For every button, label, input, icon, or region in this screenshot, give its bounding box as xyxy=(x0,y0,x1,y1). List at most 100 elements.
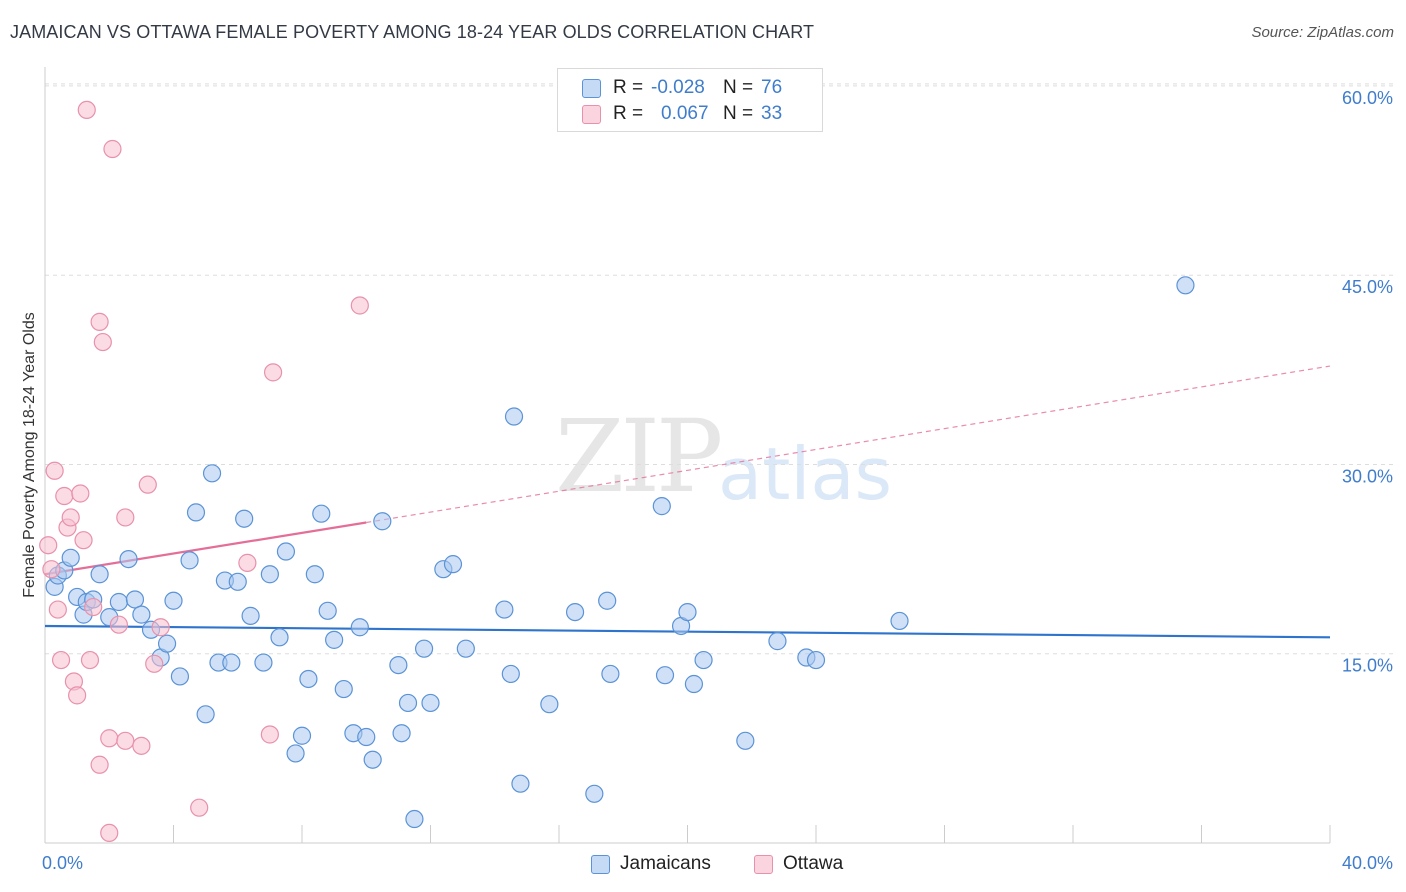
ottawa-point xyxy=(39,536,58,555)
ottawa-point xyxy=(350,296,369,315)
ottawa-point xyxy=(100,823,119,843)
ottawa-point xyxy=(61,508,80,527)
jamaicans-point xyxy=(768,632,787,651)
jamaicans-swatch-icon xyxy=(582,78,601,98)
legend-label-jamaicans: Jamaicans xyxy=(620,853,711,874)
jamaicans-point xyxy=(235,509,254,528)
legend-row-ottawa: R = 0.067 N = 33 xyxy=(582,103,782,125)
ottawa-swatch-icon xyxy=(582,104,601,124)
jamaicans-point xyxy=(357,727,376,747)
y-tick-label: 45.0% xyxy=(1342,277,1393,297)
jamaicans-point xyxy=(421,693,440,713)
jamaicans-point xyxy=(312,504,331,523)
ottawa-point xyxy=(45,461,64,480)
ottawa-point xyxy=(42,560,61,579)
legend-row-jamaicans: R = -0.028 N = 76 xyxy=(582,77,782,99)
jamaicans-point xyxy=(292,726,312,745)
jamaicans-point xyxy=(241,606,260,625)
jamaicans-point xyxy=(504,407,524,426)
ottawa-point xyxy=(109,615,128,634)
n-value: 76 xyxy=(761,77,783,98)
jamaicans-point xyxy=(890,611,909,631)
r-label: R = xyxy=(613,103,644,124)
jamaicans-point xyxy=(443,555,463,574)
ottawa-point xyxy=(100,729,119,748)
jamaicans-point xyxy=(228,572,247,591)
ottawa-point xyxy=(77,100,96,120)
legend-item-ottawa[interactable]: Ottawa xyxy=(754,852,843,876)
watermark-zip: ZIP xyxy=(555,398,723,515)
jamaicans-point xyxy=(806,650,826,670)
legend-item-jamaicans[interactable]: Jamaicans xyxy=(591,852,711,876)
ottawa-point xyxy=(263,363,283,382)
jamaicans-point xyxy=(414,639,434,658)
jamaicans-point xyxy=(125,590,145,609)
jamaicans-point xyxy=(350,618,369,637)
jamaicans-point xyxy=(202,464,222,483)
jamaicans-point xyxy=(170,667,190,686)
jamaicans-point xyxy=(276,542,296,561)
jamaicans-point xyxy=(585,784,604,803)
ottawa-point xyxy=(93,332,112,352)
legend-label-ottawa: Ottawa xyxy=(783,853,844,874)
n-value: 33 xyxy=(761,103,783,124)
axes xyxy=(44,67,1331,844)
n-label: N = xyxy=(723,77,754,98)
jamaicans-point xyxy=(109,592,128,612)
jamaicans-point xyxy=(119,549,138,569)
jamaicans-point xyxy=(389,655,408,675)
ottawa-point xyxy=(71,484,90,503)
ottawa-point xyxy=(51,650,71,670)
jamaicans-point xyxy=(318,601,337,620)
jamaicans-point xyxy=(598,591,617,610)
tick-labels: 15.0% 30.0% 45.0% 60.0% 0.0% 40.0% xyxy=(42,88,1393,873)
jamaicans-point xyxy=(270,628,289,647)
jamaicans-point xyxy=(511,774,530,793)
jamaicans-point xyxy=(601,664,620,684)
jamaicans-point xyxy=(157,634,177,653)
jamaicans-point xyxy=(363,750,382,769)
jamaicans-point xyxy=(456,639,475,658)
ottawa-point xyxy=(145,654,164,673)
jamaicans-point xyxy=(180,551,199,570)
jamaicans-point xyxy=(398,693,418,713)
jamaicans-point xyxy=(373,512,392,531)
jamaicans-point xyxy=(694,650,713,670)
ottawa-point xyxy=(151,618,170,637)
x-tick-label: 0.0% xyxy=(42,853,83,873)
jamaicans-point xyxy=(736,731,755,750)
ottawa-point xyxy=(74,531,93,550)
ottawa-point xyxy=(68,686,87,705)
ottawa-point xyxy=(90,312,109,331)
ottawa-point xyxy=(132,736,151,755)
x-tick-label: 40.0% xyxy=(1342,853,1393,873)
jamaicans-point xyxy=(286,744,305,763)
jamaicans-point xyxy=(334,679,353,699)
ottawa-point xyxy=(138,475,157,494)
jamaicans-point xyxy=(299,669,318,689)
r-value: -0.028 xyxy=(651,77,705,98)
r-value: 0.067 xyxy=(661,103,709,124)
jamaicans-point xyxy=(678,602,697,622)
ottawa-point xyxy=(116,508,135,527)
ottawa-swatch-icon xyxy=(754,854,773,874)
n-label: N = xyxy=(723,103,754,124)
jamaicans-point xyxy=(132,605,151,624)
jamaicans-point xyxy=(61,548,80,567)
ottawa-point xyxy=(260,725,279,744)
jamaicans-point xyxy=(684,674,704,694)
data-points xyxy=(39,100,1195,843)
jamaicans-point xyxy=(655,666,675,685)
ottawa-point xyxy=(55,486,74,506)
ottawa-point xyxy=(84,597,103,617)
jamaicans-point xyxy=(1176,276,1195,295)
jamaicans-point xyxy=(260,565,279,584)
y-tick-label: 30.0% xyxy=(1342,466,1393,486)
trend-lines xyxy=(44,365,1331,639)
ottawa-point xyxy=(116,731,135,750)
y-tick-label: 15.0% xyxy=(1342,656,1393,676)
jamaicans-swatch-icon xyxy=(591,854,610,874)
jamaicans-point xyxy=(652,497,671,516)
y-tick-label: 60.0% xyxy=(1342,88,1393,108)
